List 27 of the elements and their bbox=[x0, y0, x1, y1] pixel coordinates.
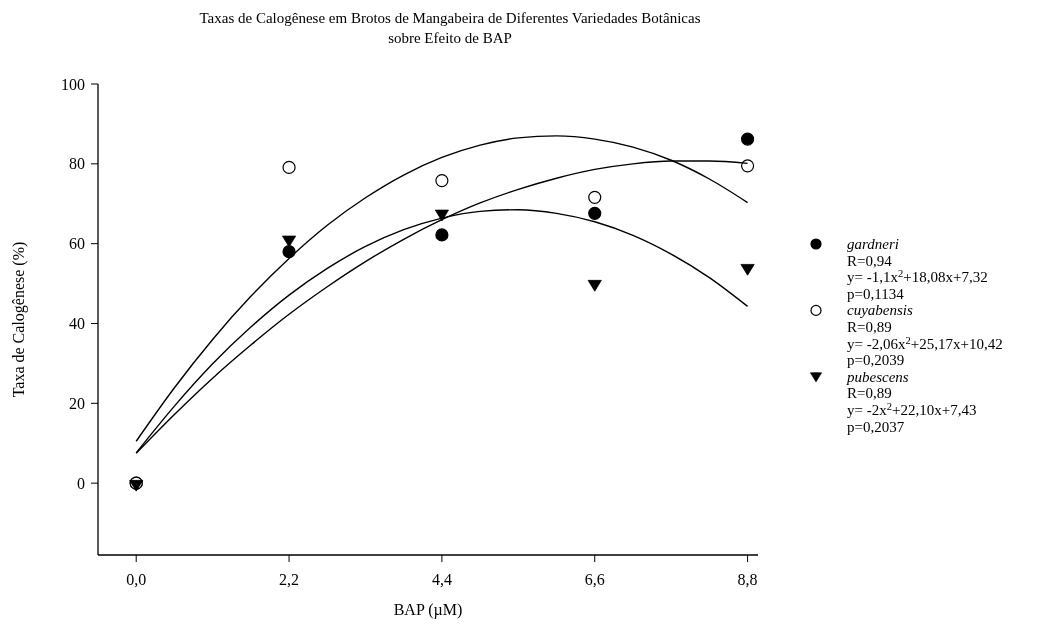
y-axis-title: Taxa de Calogênese (%) bbox=[10, 241, 28, 398]
y-tick-label: 100 bbox=[61, 75, 85, 93]
y-tick-label: 60 bbox=[69, 235, 85, 253]
x-tick-label: 4,4 bbox=[431, 571, 452, 588]
text: p=0,2039 bbox=[847, 352, 905, 369]
y-tick-label: 80 bbox=[69, 155, 85, 173]
x-tick-label: 0,0 bbox=[126, 571, 147, 588]
text: y= -1,1x$^{2}$+18,08x+7,32 bbox=[847, 267, 988, 286]
text: R=0,89 bbox=[847, 385, 892, 402]
text: y= -2x$^{2}$+22,10x+7,43 bbox=[847, 400, 977, 418]
y-tick-label: 20 bbox=[69, 394, 85, 412]
x-tick-label: 6,6 bbox=[584, 571, 605, 588]
x-tick-label: 2,2 bbox=[279, 571, 300, 588]
chart-title: Taxas de Calogênese em Brotos de Mangabeira de Diferentes Variedades Botânicas bbox=[199, 10, 701, 26]
y-tick-label: 0 bbox=[77, 474, 85, 492]
y-tick-label: 40 bbox=[69, 315, 85, 333]
chart-subtitle: sobre Efeito de BAP bbox=[388, 30, 512, 46]
text: p=0,1134 bbox=[847, 285, 905, 302]
text: R=0,94 bbox=[847, 252, 893, 269]
text: R=0,89 bbox=[847, 319, 892, 335]
x-axis-title: BAP (µM) bbox=[393, 601, 463, 619]
text: p=0,2037 bbox=[847, 418, 905, 435]
legend-label: cuyabensis bbox=[847, 302, 913, 319]
legend-label: pubescens bbox=[846, 368, 909, 385]
x-tick-label: 8,8 bbox=[737, 571, 758, 588]
text: y= -2,06x$^{2}$+25,17x+10,42 bbox=[847, 334, 1003, 352]
legend-label: gardneri bbox=[847, 236, 899, 252]
